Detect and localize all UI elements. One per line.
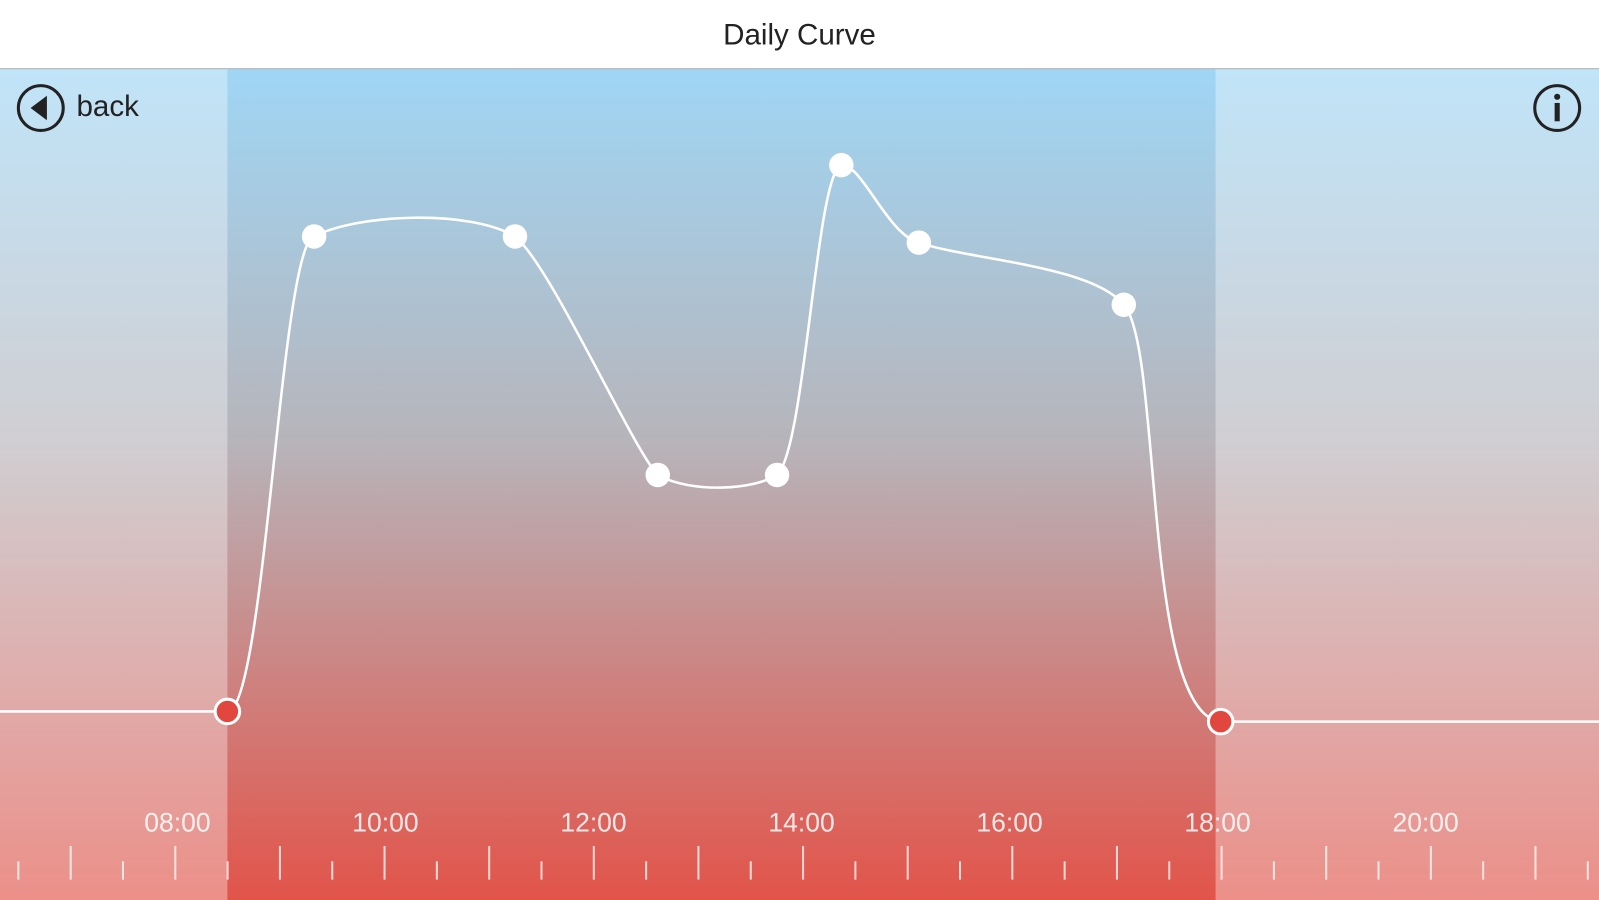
inactive-range [0, 69, 228, 900]
curve-point[interactable] [829, 152, 854, 178]
back-arrow [30, 95, 47, 121]
curve-point[interactable] [301, 224, 327, 249]
time-label: 20:00 [1392, 808, 1458, 838]
back-label[interactable]: back [76, 90, 139, 123]
time-label: 14:00 [768, 808, 834, 838]
page-title: Daily Curve [723, 19, 876, 52]
curve-point[interactable] [1111, 292, 1137, 317]
curve-point[interactable] [502, 224, 528, 249]
info-button[interactable] [1533, 84, 1582, 132]
info-icon [1533, 84, 1582, 132]
back-icon [16, 84, 65, 132]
time-label: 16:00 [976, 808, 1042, 838]
range-handle[interactable] [1206, 707, 1235, 736]
inactive-range [1215, 69, 1599, 900]
range-handle[interactable] [213, 697, 242, 726]
time-label: 12:00 [560, 808, 626, 838]
curve-point[interactable] [645, 462, 670, 488]
header-bar [0, 0, 1599, 70]
time-label: 08:00 [144, 808, 210, 838]
curve-points[interactable] [301, 152, 1137, 488]
info-dot [1554, 93, 1561, 100]
time-ticks: 08:00 10:00 12:00 14:00 16:00 18:00 20:00 [17, 808, 1589, 880]
back-button[interactable]: back [16, 84, 139, 132]
curve-point[interactable] [906, 230, 932, 255]
curve-point[interactable] [764, 462, 790, 488]
time-label: 18:00 [1184, 808, 1250, 838]
curve-background [0, 69, 1599, 900]
info-stem [1554, 102, 1560, 122]
time-label: 10:00 [352, 808, 418, 838]
